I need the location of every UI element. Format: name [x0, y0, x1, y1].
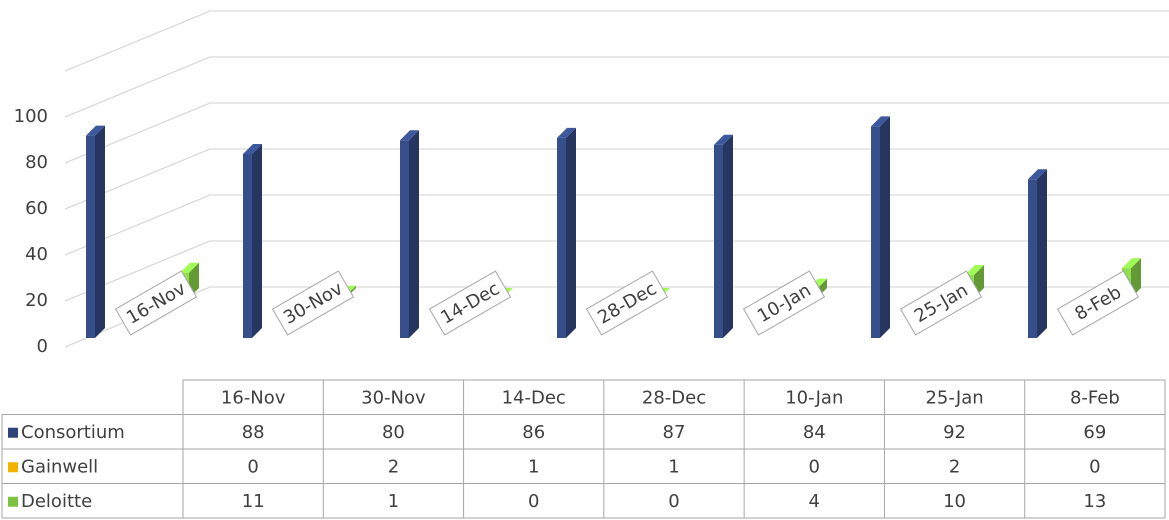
- bar-top: [965, 265, 984, 275]
- y-tick-label: 0: [37, 336, 48, 357]
- category-label: 8-Feb: [1056, 270, 1140, 336]
- bar-top: [86, 125, 105, 136]
- table-value: 11: [242, 491, 265, 512]
- bar-top: [180, 262, 199, 273]
- bar-top: [1122, 258, 1141, 269]
- y-tick-label: 20: [25, 290, 48, 311]
- bar: [557, 127, 576, 339]
- legend-label: Gainwell: [21, 456, 98, 477]
- y-tick-label: 60: [25, 198, 48, 219]
- label-box: [114, 270, 198, 336]
- table-value: 13: [1083, 491, 1106, 512]
- grid-line: [64, 102, 1169, 164]
- table-header: 10-Jan: [785, 387, 843, 408]
- bar-top: [243, 144, 262, 154]
- grid-line: [64, 286, 1169, 348]
- table-value: 88: [242, 422, 265, 443]
- bar-side: [880, 116, 890, 339]
- legend-label: Consortium: [21, 422, 125, 443]
- bar-top: [557, 127, 576, 138]
- table-value: 1: [668, 456, 679, 477]
- table-header: 28-Dec: [642, 387, 706, 408]
- table-value: 80: [382, 422, 405, 443]
- bar-top: [714, 134, 733, 145]
- table-header: 8-Feb: [1070, 387, 1120, 408]
- table-header: 16-Nov: [221, 387, 286, 408]
- bar-side: [409, 130, 419, 338]
- table-value: 0: [809, 456, 820, 477]
- bar-front: [714, 144, 723, 338]
- bar-top: [1028, 169, 1047, 180]
- bar: [400, 130, 419, 338]
- legend-key: [8, 427, 18, 438]
- bar-top: [871, 116, 890, 127]
- bar-front: [871, 126, 880, 339]
- grid-line: [64, 194, 1169, 256]
- category-label: 30-Nov: [271, 270, 355, 336]
- table-value: 10: [943, 491, 966, 512]
- category-label: 14-Dec: [428, 270, 512, 336]
- grid-line: [64, 240, 1169, 302]
- bar-side: [566, 127, 576, 339]
- table-value: 69: [1083, 422, 1106, 443]
- label-box: [585, 270, 669, 336]
- category-label: 16-Nov: [114, 270, 198, 336]
- y-tick-label: 100: [14, 106, 48, 127]
- category-label: 10-Jan: [742, 270, 826, 336]
- label-box: [271, 270, 355, 336]
- bar: [86, 125, 105, 338]
- y-tick-label: 40: [25, 244, 48, 265]
- table-value: 92: [943, 422, 966, 443]
- table-value: 1: [528, 456, 539, 477]
- table-header: 14-Dec: [502, 387, 566, 408]
- bar-side: [723, 134, 733, 338]
- table-header: 30-Nov: [361, 387, 426, 408]
- category-label: 25-Jan: [899, 270, 983, 336]
- table-value: 87: [663, 422, 686, 443]
- legend-key: [8, 462, 18, 473]
- bar-side: [95, 125, 105, 338]
- bar: [871, 116, 890, 339]
- bar-front: [400, 140, 409, 338]
- table-value: 4: [809, 491, 820, 512]
- bar: [243, 144, 262, 338]
- legend-key: [8, 496, 18, 507]
- category-label: 28-Dec: [585, 270, 669, 336]
- table-header: 25-Jan: [925, 387, 983, 408]
- wall-top: [64, 10, 1169, 72]
- grid-line: [64, 56, 1169, 118]
- legend-label: Deloitte: [21, 491, 92, 512]
- table-value: 0: [528, 491, 539, 512]
- table-value: 2: [949, 456, 960, 477]
- bar-top: [400, 130, 419, 141]
- bar-front: [86, 135, 95, 338]
- table-value: 1: [388, 491, 399, 512]
- table-value: 0: [668, 491, 679, 512]
- label-box: [428, 270, 512, 336]
- bar: [714, 134, 733, 338]
- label-box: [742, 270, 826, 336]
- table-value: 84: [803, 422, 826, 443]
- bar: [1028, 169, 1047, 338]
- grid-line: [64, 148, 1169, 210]
- table-value: 2: [388, 456, 399, 477]
- bar-front: [243, 154, 252, 338]
- bar-front: [1028, 179, 1037, 338]
- bar-side: [252, 144, 262, 338]
- y-tick-label: 80: [25, 152, 48, 173]
- bar-front: [557, 137, 566, 338]
- table-value: 0: [247, 456, 258, 477]
- table-body-frame: [1, 414, 1166, 519]
- label-box: [899, 270, 983, 336]
- table-value: 0: [1089, 456, 1100, 477]
- label-box: [1056, 270, 1140, 336]
- bar-side: [1037, 169, 1047, 338]
- table-value: 86: [522, 422, 545, 443]
